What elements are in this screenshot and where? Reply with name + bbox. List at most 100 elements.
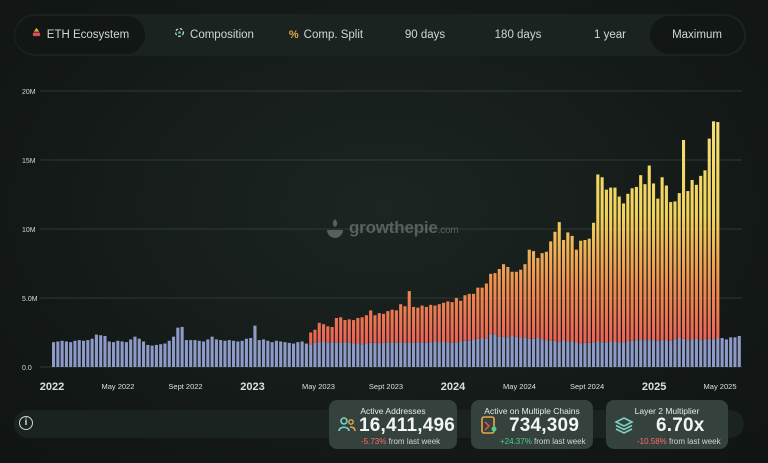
bar-segment-base: [283, 342, 287, 367]
bar-segment-base: [699, 340, 703, 367]
bar-segment-top: [369, 310, 373, 343]
bar-segment-base: [304, 343, 308, 367]
composition-icon: [174, 16, 185, 54]
bar-segment-base: [720, 338, 724, 367]
tab-180-days[interactable]: 180 days: [480, 16, 556, 54]
bar-segment-base: [712, 339, 716, 367]
bar-segment-top: [669, 202, 673, 341]
bar-segment-top: [463, 295, 467, 341]
y-tick-label: 5.0M: [22, 296, 38, 303]
bar-segment-top: [664, 185, 668, 341]
bar-segment-top: [656, 198, 660, 341]
metric-card-multiple-chains[interactable]: Active on Multiple Chains 734,309 +24.37…: [471, 400, 593, 449]
percent-icon: %: [288, 29, 299, 41]
bar-segment-base: [694, 338, 698, 367]
x-tick-label: 2023: [240, 381, 264, 393]
bar-segment-base: [154, 344, 158, 367]
bar-segment-base: [206, 339, 210, 367]
bar-segment-base: [540, 339, 544, 367]
metric-card-l2-multiplier[interactable]: Layer 2 Multiplier 6.70x -10.58% from la…: [606, 400, 728, 449]
bar-segment-top: [579, 240, 583, 344]
bar-segment-top: [562, 240, 566, 341]
bar-segment-top: [703, 170, 707, 340]
info-icon[interactable]: i: [19, 416, 33, 430]
bar-segment-base: [52, 342, 56, 367]
eth-ecosystem-chart[interactable]: 0.0 5.0M 10M 15M 20M 2022 May 2022 Sept 2022 202…: [0, 60, 768, 400]
bar-segment-top: [647, 165, 651, 340]
bar-segment-base: [202, 341, 206, 367]
bar-segment-top: [596, 174, 600, 342]
metric-card-active-addresses[interactable]: Active Addresses 16,411,496 -5.73% from …: [329, 400, 457, 449]
bar-segment-top: [407, 291, 411, 343]
bar-segment-base: [724, 339, 728, 367]
bar-segment-top: [690, 180, 694, 340]
bar-segment-base: [686, 340, 690, 367]
bar-segment-top: [322, 324, 326, 342]
tab-1-year[interactable]: 1 year: [580, 16, 640, 54]
bar-segment-top: [694, 184, 698, 339]
bar-segment-base: [527, 338, 531, 367]
bar-segment-top: [472, 293, 476, 340]
bar-segment-base: [737, 335, 741, 367]
bar-segment-base: [570, 341, 574, 367]
bar-segment-base: [219, 340, 223, 367]
bar-segment-top: [339, 317, 343, 343]
bar-segment-base: [647, 339, 651, 367]
x-tick-label: May 2025: [704, 382, 737, 391]
bar-segment-base: [129, 339, 133, 367]
bar-segment-top: [330, 326, 334, 343]
bar-segment-top: [364, 315, 368, 344]
bar-segment-top: [394, 310, 398, 343]
bar-segment-top: [373, 315, 377, 343]
bar-segment-base: [227, 340, 231, 367]
tab-maximum[interactable]: Maximum: [650, 16, 744, 54]
metric-value: 734,309: [509, 415, 580, 436]
watermark-brand: growthepie: [349, 218, 438, 237]
bar-segment-top: [532, 251, 536, 339]
bar-segment-base: [193, 340, 197, 367]
bar-segment-base: [600, 342, 604, 367]
tab-label: 180 days: [494, 29, 542, 41]
bar-segment-base: [669, 340, 673, 367]
bar-segment-base: [317, 342, 321, 367]
bar-segment-base: [146, 344, 150, 367]
bar-segment-base: [369, 342, 373, 367]
bar-segment-base: [420, 342, 424, 367]
bar-segment-base: [292, 343, 296, 367]
bar-segment-top: [630, 188, 634, 341]
bar-segment-base: [437, 342, 441, 367]
tab-comp-split[interactable]: % Comp. Split: [276, 16, 376, 54]
tab-eth-ecosystem[interactable]: ETH Ecosystem: [15, 16, 145, 54]
bar-segment-top: [343, 320, 347, 343]
bar-segment-base: [634, 340, 638, 367]
bar-segment-base: [613, 341, 617, 367]
bar-segment-top: [377, 313, 381, 344]
bar-segment-top: [424, 306, 428, 343]
bar-segment-base: [682, 338, 686, 367]
bar-segment-base: [536, 337, 540, 367]
bar-segment-base: [56, 341, 60, 367]
bar-segment-top: [459, 300, 463, 342]
bar-segment-base: [159, 344, 163, 367]
bar-segment-base: [120, 341, 124, 367]
bar-segment-base: [240, 340, 244, 367]
tab-composition[interactable]: Composition: [159, 16, 269, 54]
bar-segment-top: [643, 184, 647, 341]
users-icon: [337, 415, 357, 435]
metric-change: -5.73%: [361, 437, 387, 446]
bar-segment-base: [592, 342, 596, 367]
bar-segment-base: [639, 339, 643, 367]
bar-segment-base: [124, 342, 128, 367]
metric-change-line: -5.73% from last week: [361, 437, 440, 446]
eth-ecosystem-icon: [31, 16, 42, 54]
tab-90-days[interactable]: 90 days: [389, 16, 461, 54]
bar-segment-base: [433, 341, 437, 367]
bar-segment-base: [142, 341, 146, 367]
bar-segment-top: [553, 231, 557, 341]
bar-segment-top: [686, 191, 690, 341]
bar-segment-base: [690, 339, 694, 367]
bar-segment-base: [313, 342, 317, 367]
bar-segment-base: [463, 340, 467, 367]
bar-segment-base: [112, 342, 116, 367]
bar-segment-base: [210, 336, 214, 367]
